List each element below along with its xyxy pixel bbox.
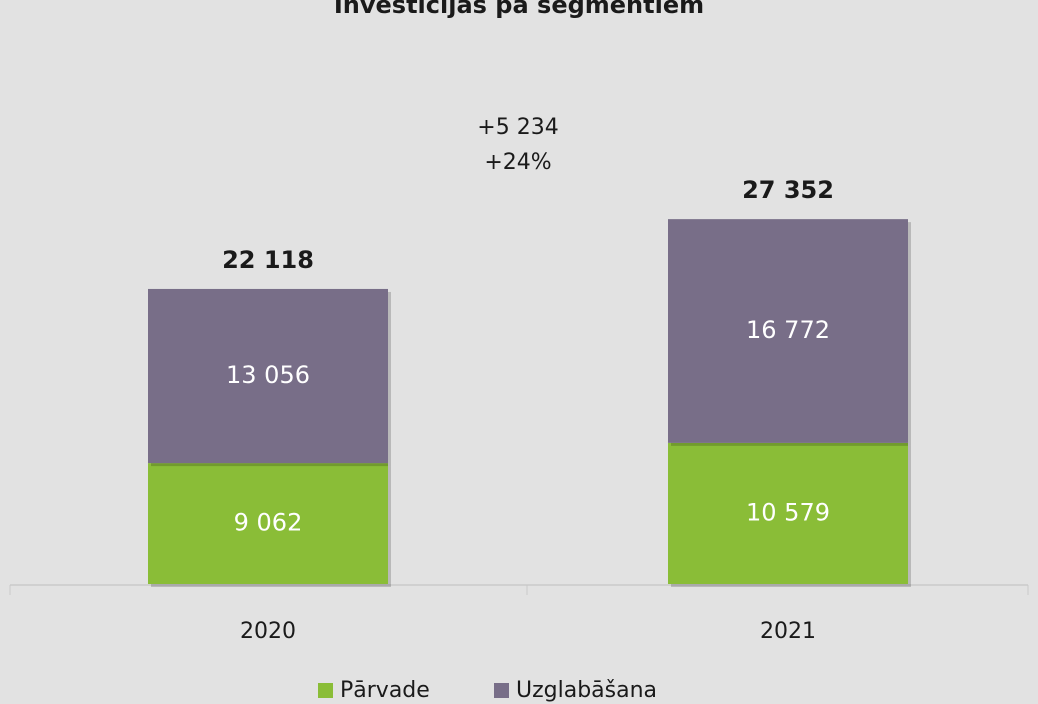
total-label: 22 118	[222, 246, 314, 274]
bar-segment	[148, 288, 388, 464]
legend-swatch	[494, 683, 509, 698]
bar-segment	[668, 219, 908, 443]
bar-segment	[148, 463, 388, 584]
chart-title: Investīcijas pa segmentiem	[334, 0, 704, 19]
annotation: +24%	[484, 150, 551, 175]
annotation: +5 234	[477, 115, 558, 140]
total-label: 27 352	[742, 176, 834, 204]
x-tick-label: 2020	[240, 619, 296, 644]
value-label: 10 579	[746, 498, 830, 526]
legend-label: Pārvade	[340, 678, 430, 703]
value-label: 16 772	[746, 316, 830, 344]
value-label: 9 062	[234, 509, 303, 537]
value-label: 13 056	[226, 361, 310, 389]
x-tick-label: 2021	[760, 619, 816, 644]
bar-segment	[668, 442, 908, 584]
legend-label: Uzglabāšana	[516, 678, 657, 703]
legend-swatch	[318, 683, 333, 698]
